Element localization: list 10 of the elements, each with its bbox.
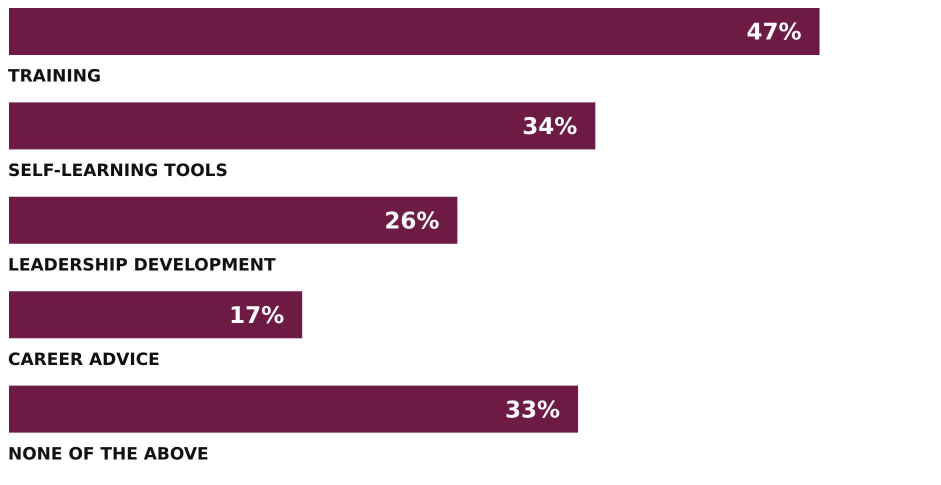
y-tick-label: CAREER ADVICE xyxy=(8,350,160,370)
data-label: 17% xyxy=(229,302,284,329)
y-tick-label: TRAINING xyxy=(8,66,101,87)
data-label: 26% xyxy=(384,208,440,234)
y-tick-label: SELF-LEARNING TOOLS xyxy=(8,161,228,182)
y-tick-label: LEADERSHIP DEVELOPMENT xyxy=(8,256,276,276)
data-label: 34% xyxy=(522,114,578,140)
y-tick-label: NONE OF THE ABOVE xyxy=(8,444,209,464)
data-label: 47% xyxy=(746,20,802,46)
data-label: 33% xyxy=(505,397,560,424)
